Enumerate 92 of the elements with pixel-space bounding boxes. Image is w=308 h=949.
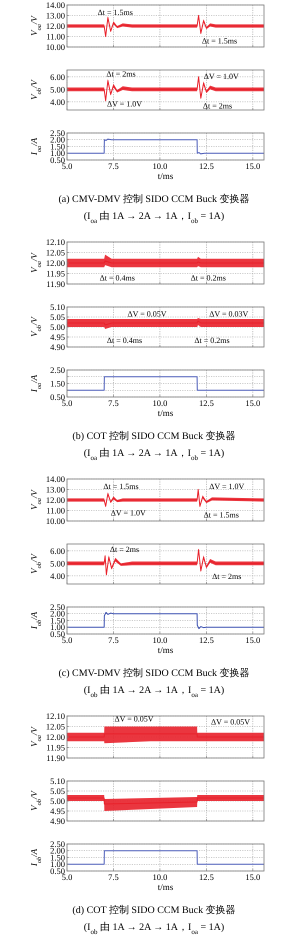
x-tick-label: 12.5 xyxy=(198,398,214,408)
text: (I$_{oa}$ 由 1A → 2A → 1A，I$_{ob}$ = 1A) xyxy=(84,447,224,462)
y-tick-label: 14.00 xyxy=(46,0,65,10)
y-tick-label: 12.00 xyxy=(46,20,65,31)
text: (I$_{ob}$ 由 1A → 2A → 1A，I$_{oa}$ = 1A) xyxy=(84,921,224,936)
y-tick-label: 6.00 xyxy=(50,546,65,556)
x-axis-title: t/ms xyxy=(158,171,174,181)
x-tick-label: 15.0 xyxy=(245,161,260,171)
y-tick-label: 4.00 xyxy=(50,96,65,107)
y-tick-label: 5.05 xyxy=(50,312,65,322)
x-tick-label: 10.0 xyxy=(152,398,168,408)
text: (a) CMV-DMV 控制 SIDO CCM Buck 变换器 xyxy=(58,193,250,205)
y-tick-label: 11.90 xyxy=(46,278,65,289)
y-tick-label: 5.00 xyxy=(50,558,65,568)
y-tick-label: 11.95 xyxy=(46,268,65,278)
y-tick-label: 4.90 xyxy=(50,342,65,352)
y-tick-label: 13.00 xyxy=(46,10,65,20)
text: (I$_{oa}$ 由 1A → 2A → 1A，I$_{ob}$ = 1A) xyxy=(84,210,224,225)
y-tick-label: 5.10 xyxy=(50,776,65,786)
y-tick-label: 2.50 xyxy=(50,838,65,849)
x-axis-title: t/ms xyxy=(158,408,174,418)
y-tick-label: 2.50 xyxy=(50,602,65,612)
line-series xyxy=(67,138,264,154)
x-axis-title: t/ms xyxy=(158,882,174,892)
annotation: Δt = 0.2ms xyxy=(190,274,226,282)
line-series xyxy=(67,612,264,630)
x-tick-label: 10.0 xyxy=(152,872,168,882)
x-tick-label: 10.0 xyxy=(152,161,168,171)
y-tick-label: 10.00 xyxy=(46,42,65,52)
x-tick-label: 7.5 xyxy=(108,161,119,171)
annotation: ΔV = 0.05V xyxy=(114,714,154,724)
annotation: Δt = 1.5ms xyxy=(103,482,139,492)
y-tick-label: 2.50 xyxy=(50,128,65,138)
y-tick-label: 4.95 xyxy=(50,806,65,816)
text: (c) CMV-DMV 控制 SIDO CCM Buck 变换器 xyxy=(58,667,250,679)
y-tick-label: 11.90 xyxy=(46,752,65,763)
annotation: ΔV = 1.0V xyxy=(106,100,142,109)
text: (b) COT 控制 SIDO CCM Buck 变换器 xyxy=(72,430,236,442)
y-tick-label: 6.00 xyxy=(50,72,65,82)
y-tick-label: 12.10 xyxy=(46,236,65,247)
y-tick-label: 4.00 xyxy=(50,570,65,581)
x-axis-title: t/ms xyxy=(158,645,174,655)
x-tick-label: 10.0 xyxy=(152,635,168,645)
y-tick-label: 12.00 xyxy=(46,494,65,505)
x-tick-label: 12.5 xyxy=(198,161,214,171)
annotation: ΔV = 1.0V xyxy=(110,508,146,518)
annotation: ΔV = 0.03V xyxy=(209,309,248,318)
annotation: ΔV = 1.0V xyxy=(209,482,245,492)
annotation: Δt = 2ms xyxy=(202,101,232,110)
annotation: Δt = 0.2ms xyxy=(194,336,230,345)
x-tick-label: 7.5 xyxy=(108,398,119,408)
annotation: Δt = 1.5ms xyxy=(98,8,133,18)
y-tick-label: 2.50 xyxy=(50,364,65,375)
annotation: ΔV = 0.05V xyxy=(127,309,167,318)
x-tick-label: 7.5 xyxy=(108,635,119,645)
annotation: ΔV = 0.05V xyxy=(210,718,250,727)
y-tick-label: 12.05 xyxy=(46,247,65,258)
y-tick-label: 1.50 xyxy=(50,378,65,388)
y-tick-label: 11.95 xyxy=(46,742,65,752)
y-tick-label: 4.90 xyxy=(50,816,65,826)
x-tick-label: 7.5 xyxy=(108,872,119,882)
y-tick-label: 13.00 xyxy=(46,484,65,494)
y-tick-label: 12.00 xyxy=(46,732,65,742)
annotation: Δt = 2ms xyxy=(106,70,136,79)
y-tick-label: 12.00 xyxy=(46,258,65,268)
x-tick-label: 15.0 xyxy=(245,872,260,882)
annotation: Δt = 2ms xyxy=(212,572,242,581)
y-tick-label: 5.00 xyxy=(50,796,65,806)
annotation: Δt = 0.4ms xyxy=(106,336,142,345)
y-tick-label: 4.95 xyxy=(50,332,65,342)
annotation: Δt = 1.5ms xyxy=(202,36,238,46)
y-tick-label: 10.00 xyxy=(46,516,65,526)
y-tick-label: 5.00 xyxy=(50,84,65,94)
y-tick-label: 5.10 xyxy=(50,302,65,312)
text: (d) COT 控制 SIDO CCM Buck 变换器 xyxy=(72,904,236,916)
x-tick-label: 12.5 xyxy=(198,872,214,882)
y-tick-label: 5.05 xyxy=(50,786,65,796)
annotation: ΔV = 1.0V xyxy=(204,72,239,82)
x-tick-label: 15.0 xyxy=(245,635,260,645)
y-tick-label: 12.05 xyxy=(46,721,65,732)
y-tick-label: 5.00 xyxy=(50,322,65,332)
x-tick-label: 15.0 xyxy=(245,398,260,408)
y-tick-label: 11.00 xyxy=(46,31,65,42)
y-tick-label: 0.50 xyxy=(50,392,65,402)
annotation: Δt = 0.4ms xyxy=(100,274,135,282)
x-tick-label: 12.5 xyxy=(198,635,214,645)
y-tick-label: 12.10 xyxy=(46,710,65,721)
text: (I$_{ob}$ 由 1A → 2A → 1A，I$_{oa}$ = 1A) xyxy=(84,684,224,699)
y-tick-label: 11.00 xyxy=(46,505,65,516)
annotation: Δt = 2ms xyxy=(110,544,140,554)
y-tick-label: 14.00 xyxy=(46,474,65,484)
annotation: Δt = 1.5ms xyxy=(204,510,239,520)
